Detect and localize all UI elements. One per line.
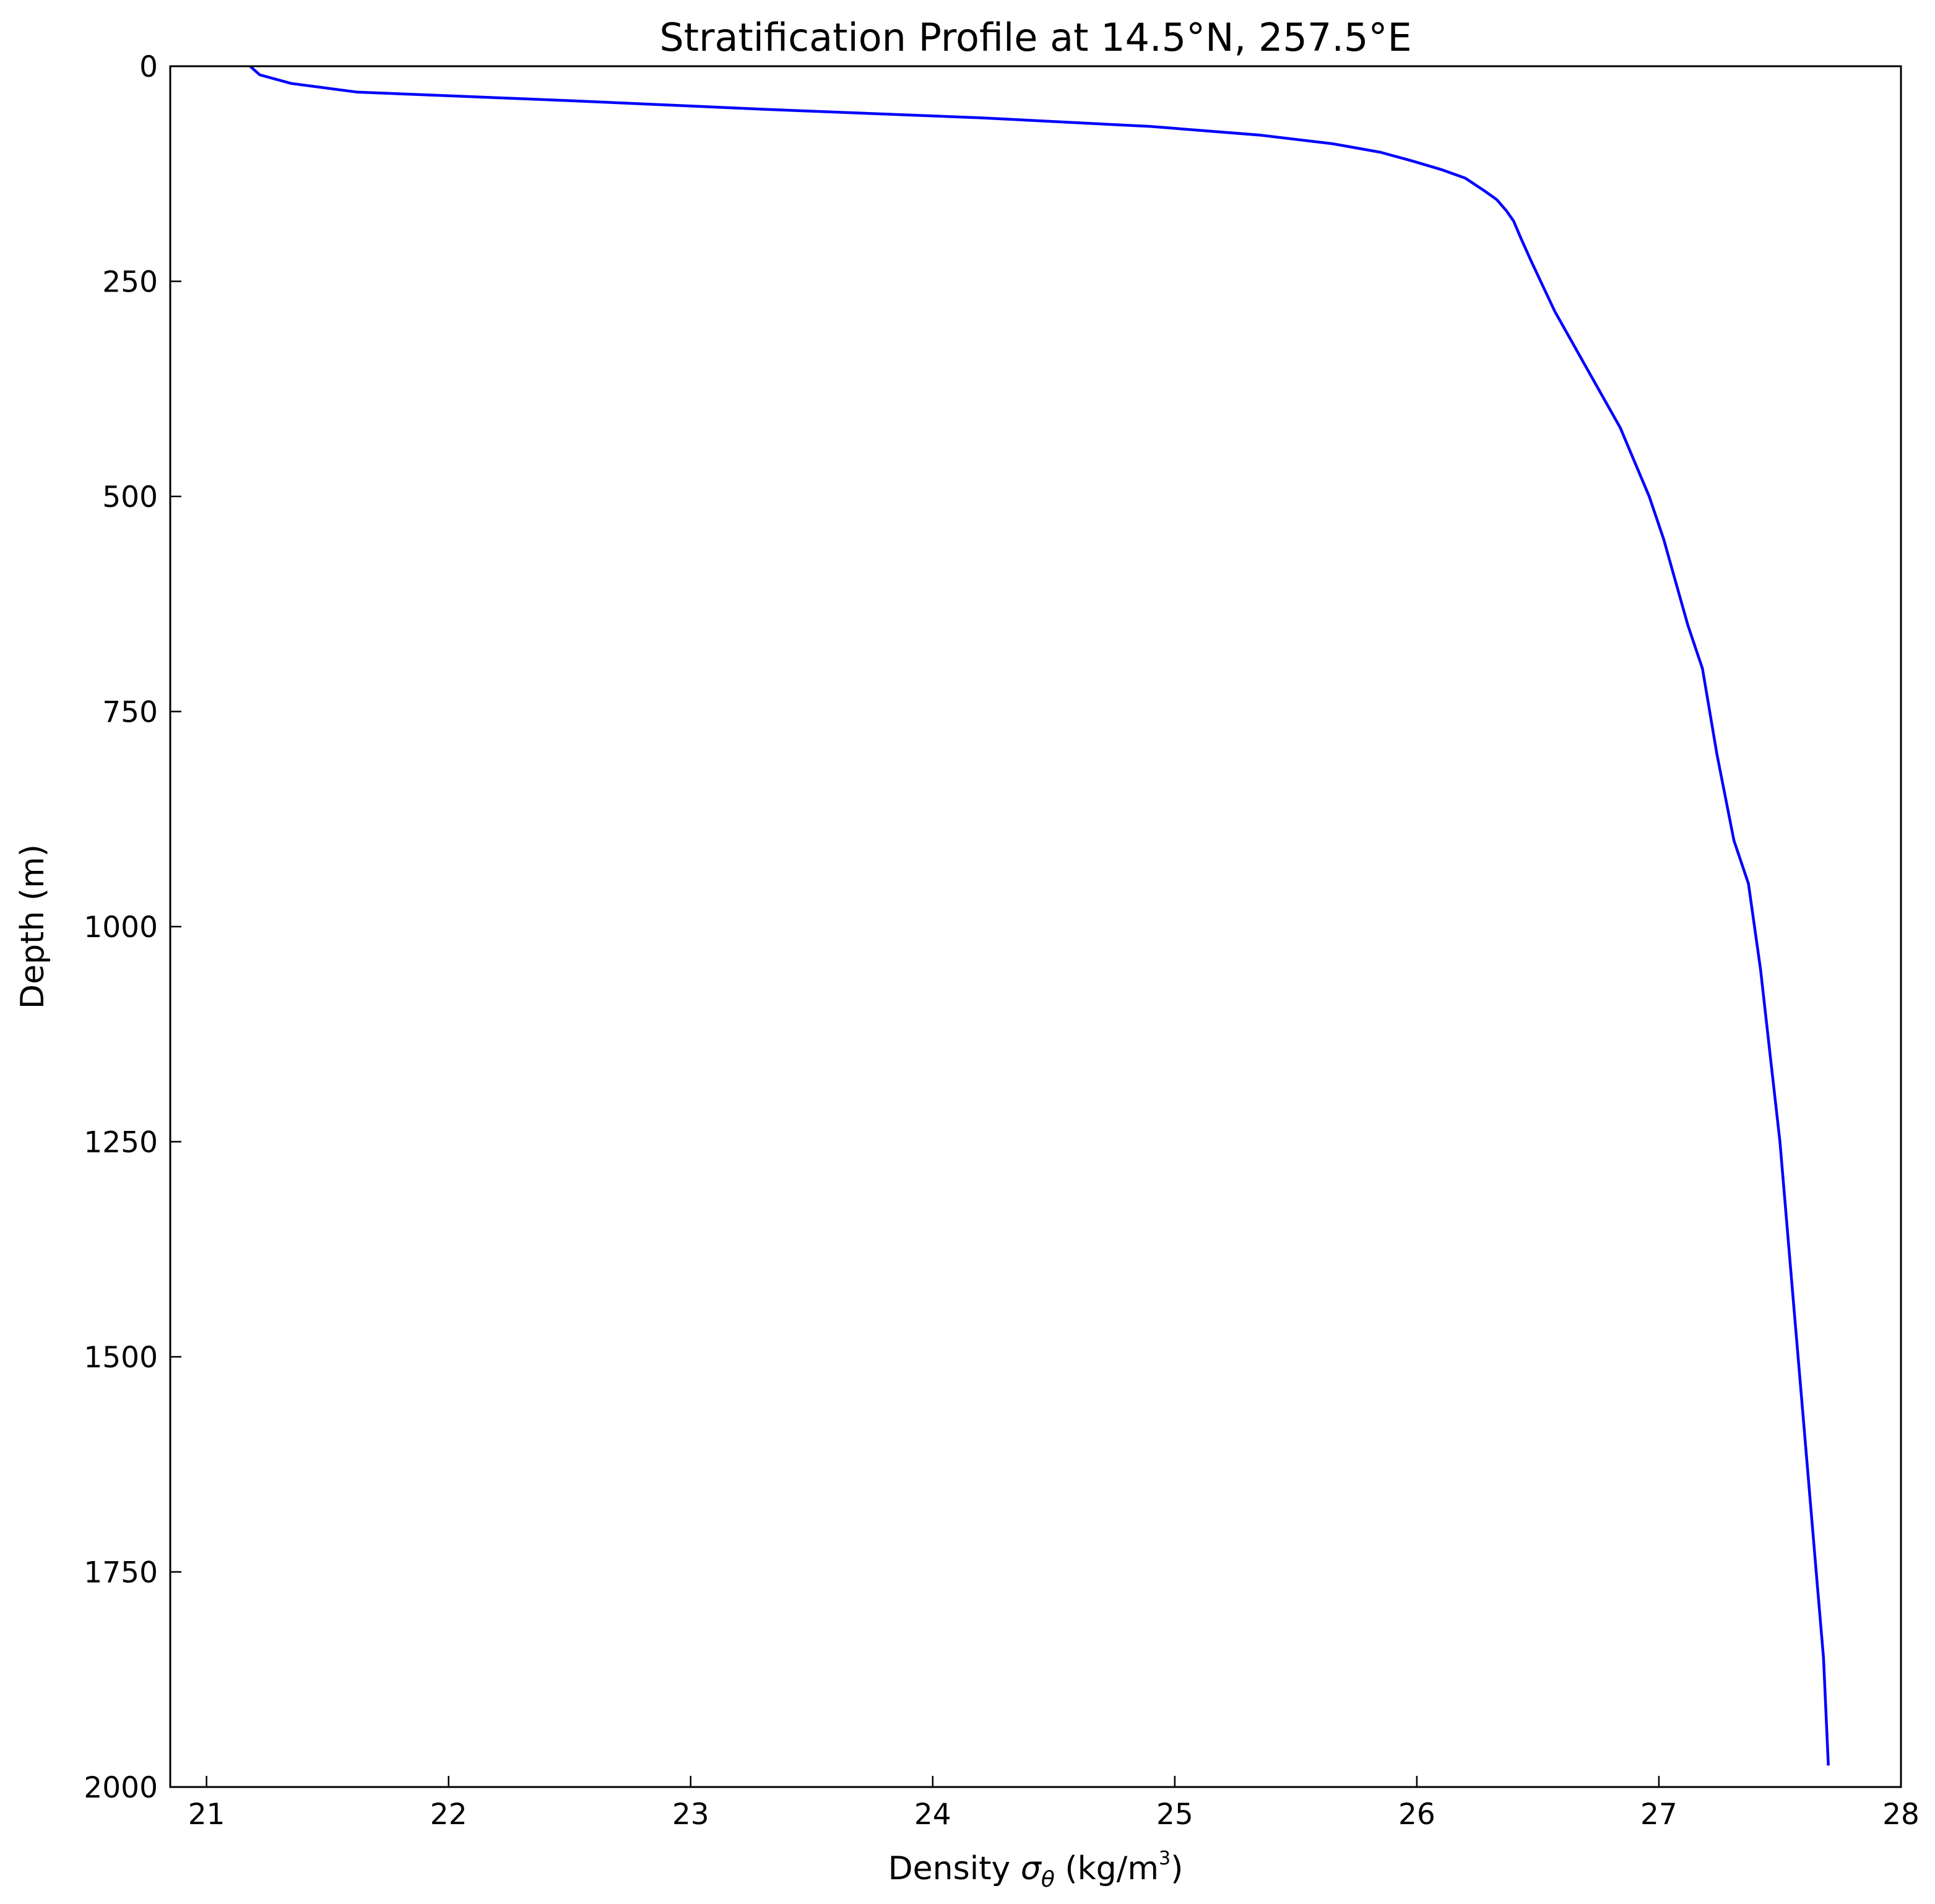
x-axis-ticks: 21 22 23 24 25 26 27 28 bbox=[188, 1776, 1920, 1832]
x-tick-label: 24 bbox=[914, 1798, 951, 1832]
x-axis-label-sigma: σ bbox=[1021, 1850, 1042, 1887]
x-tick-label: 28 bbox=[1882, 1798, 1920, 1832]
y-tick-label: 1750 bbox=[84, 1556, 158, 1590]
y-tick-label: 1000 bbox=[84, 911, 158, 945]
x-tick-label: 21 bbox=[188, 1798, 225, 1832]
x-axis-label-superscript: 3 bbox=[1159, 1848, 1171, 1869]
x-axis-label-units: (kg/m bbox=[1055, 1850, 1159, 1887]
y-tick-label: 1500 bbox=[84, 1341, 158, 1375]
plot-frame bbox=[169, 65, 1902, 1788]
y-tick-label: 750 bbox=[102, 696, 158, 730]
x-axis-label-theta: θ bbox=[1041, 1867, 1055, 1892]
x-tick-label: 22 bbox=[430, 1798, 467, 1832]
x-tick-label: 27 bbox=[1640, 1798, 1677, 1832]
x-tick-label: 26 bbox=[1398, 1798, 1435, 1832]
x-tick-label: 23 bbox=[672, 1798, 709, 1832]
y-tick-label: 1250 bbox=[84, 1126, 158, 1160]
series-layer bbox=[249, 65, 1830, 1766]
y-tick-label: 250 bbox=[102, 266, 158, 300]
y-tick-label: 2000 bbox=[84, 1771, 158, 1805]
x-tick-label: 25 bbox=[1156, 1798, 1193, 1832]
x-axis-label: Density σθ (kg/m3) bbox=[888, 1848, 1184, 1892]
y-axis-label: Depth (m) bbox=[14, 844, 51, 1009]
y-tick-label: 0 bbox=[139, 50, 158, 84]
x-axis-label-close: ) bbox=[1171, 1850, 1183, 1887]
y-tick-label: 500 bbox=[102, 480, 158, 514]
chart-title: Stratification Profile at 14.5°N, 257.5°… bbox=[659, 15, 1411, 60]
density-profile-line bbox=[249, 65, 1830, 1766]
y-axis-ticks: 0 250 500 750 1000 1250 1500 1750 2000 bbox=[84, 50, 181, 1805]
x-axis-label-prefix: Density bbox=[888, 1850, 1021, 1887]
